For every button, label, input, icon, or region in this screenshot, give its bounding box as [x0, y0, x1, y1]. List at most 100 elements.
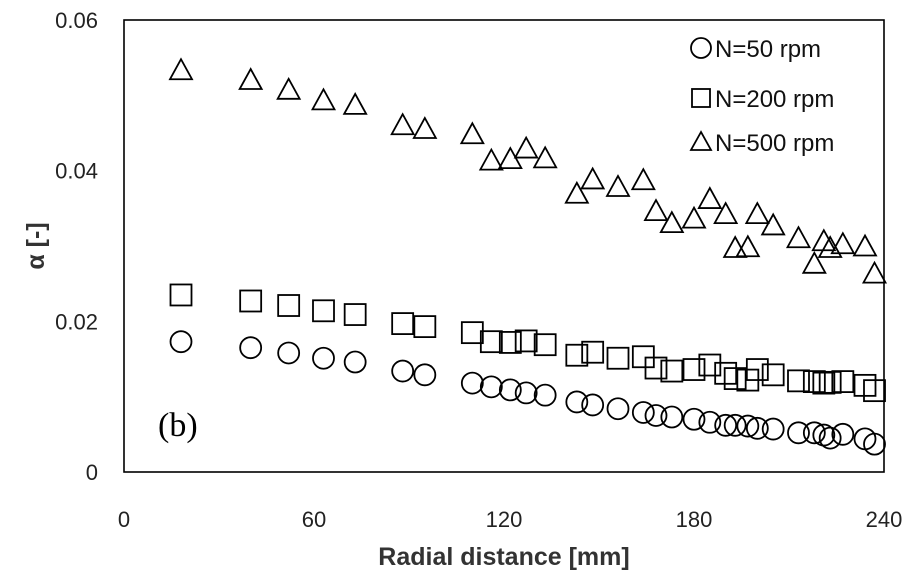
- point-n-200-rpm-29: [831, 370, 855, 394]
- data-points: [168, 57, 888, 456]
- point-n-200-rpm-28: [818, 370, 842, 394]
- point-n-200-rpm-14: [606, 346, 630, 370]
- point-n-200-rpm-0: [169, 283, 193, 307]
- legend-marker-n50: [690, 37, 712, 59]
- point-n-50-rpm-21: [723, 413, 747, 437]
- point-n-500-rpm-15: [630, 167, 656, 191]
- point-n-50-rpm-0: [169, 330, 193, 354]
- point-n-500-rpm-7: [459, 121, 485, 145]
- point-n-200-rpm-27: [812, 371, 836, 395]
- x-tick-label: 240: [866, 507, 903, 532]
- point-n-50-rpm-5: [391, 359, 415, 383]
- point-n-200-rpm-8: [479, 330, 503, 354]
- point-n-50-rpm-25: [787, 421, 810, 445]
- point-n-500-rpm-3: [310, 87, 337, 111]
- point-n-500-rpm-14: [605, 174, 631, 197]
- plot-area-frame: [123, 19, 885, 473]
- point-n-500-rpm-5: [390, 112, 416, 136]
- point-n-200-rpm-25: [787, 369, 810, 393]
- point-n-500-rpm-21: [722, 235, 748, 258]
- point-n-50-rpm-26: [802, 421, 826, 445]
- point-n-200-rpm-19: [698, 353, 722, 377]
- point-n-50-rpm-6: [413, 363, 437, 387]
- point-n-50-rpm-13: [581, 393, 605, 417]
- point-n-200-rpm-26: [802, 370, 826, 394]
- point-n-50-rpm-24: [761, 417, 785, 441]
- y-tick-label: 0.04: [55, 159, 98, 184]
- point-n-200-rpm-12: [565, 343, 589, 367]
- point-n-200-rpm-1: [239, 289, 263, 313]
- point-n-50-rpm-29: [831, 422, 855, 446]
- point-n-500-rpm-25: [785, 225, 812, 249]
- point-n-50-rpm-10: [514, 381, 538, 405]
- point-n-200-rpm-4: [343, 303, 367, 326]
- point-n-200-rpm-31: [863, 379, 886, 403]
- point-n-50-rpm-2: [277, 341, 301, 365]
- point-n-200-rpm-6: [413, 315, 437, 339]
- legend: N=50 rpm N=200 rpm N=500 rpm: [689, 36, 834, 157]
- point-n-500-rpm-8: [478, 147, 504, 171]
- legend-marker-n500: [689, 130, 713, 151]
- point-n-200-rpm-30: [853, 373, 877, 397]
- y-tick-label: 0.06: [55, 8, 98, 33]
- point-n-500-rpm-17: [659, 210, 685, 234]
- point-n-500-rpm-6: [412, 116, 438, 139]
- point-n-200-rpm-5: [391, 312, 415, 335]
- point-n-50-rpm-11: [533, 383, 557, 407]
- point-n-50-rpm-28: [818, 426, 842, 450]
- legend-marker-n200: [691, 88, 711, 108]
- point-n-500-rpm-22: [735, 234, 761, 258]
- y-tick-labels: 0 0.02 0.04 0.06: [55, 8, 98, 485]
- point-n-200-rpm-17: [660, 359, 684, 383]
- point-n-50-rpm-16: [644, 404, 668, 427]
- point-n-50-rpm-17: [660, 405, 684, 429]
- point-n-500-rpm-0: [168, 57, 194, 81]
- point-n-50-rpm-9: [498, 378, 522, 402]
- y-tick-label: 0.02: [55, 309, 98, 334]
- x-tick-label: 0: [118, 507, 130, 532]
- panel-label: (b): [158, 407, 198, 444]
- x-axis-title: Radial distance [mm]: [378, 543, 629, 571]
- point-n-200-rpm-9: [498, 331, 522, 354]
- point-n-500-rpm-10: [513, 135, 539, 159]
- point-n-200-rpm-11: [533, 333, 557, 357]
- point-n-200-rpm-2: [277, 294, 301, 317]
- point-n-200-rpm-24: [761, 363, 785, 387]
- point-n-50-rpm-31: [863, 432, 886, 456]
- x-tick-label: 180: [676, 507, 713, 532]
- x-tick-label: 120: [486, 507, 523, 532]
- point-n-500-rpm-18: [681, 205, 707, 229]
- point-n-500-rpm-11: [532, 145, 558, 169]
- point-n-50-rpm-14: [606, 397, 630, 421]
- point-n-200-rpm-18: [682, 358, 706, 381]
- point-n-500-rpm-12: [564, 180, 590, 204]
- point-n-500-rpm-29: [830, 231, 856, 255]
- point-n-200-rpm-3: [312, 299, 335, 323]
- legend-label-n500: N=500 rpm: [715, 130, 834, 157]
- point-n-200-rpm-23: [745, 358, 769, 381]
- point-n-500-rpm-31: [861, 260, 888, 284]
- point-n-50-rpm-4: [343, 350, 367, 374]
- point-n-500-rpm-1: [238, 67, 264, 90]
- point-n-500-rpm-16: [643, 198, 669, 222]
- point-n-200-rpm-20: [714, 361, 738, 385]
- point-n-500-rpm-30: [852, 233, 878, 257]
- point-n-500-rpm-4: [342, 92, 368, 115]
- point-n-500-rpm-20: [713, 201, 739, 225]
- point-n-200-rpm-21: [723, 367, 747, 390]
- point-n-50-rpm-8: [479, 375, 503, 399]
- point-n-50-rpm-22: [736, 414, 760, 438]
- point-n-200-rpm-7: [460, 321, 484, 345]
- legend-label-n50: N=50 rpm: [715, 36, 821, 63]
- point-n-200-rpm-16: [644, 356, 668, 380]
- point-n-200-rpm-13: [581, 340, 605, 364]
- point-n-50-rpm-23: [745, 416, 769, 440]
- x-tick-label: 60: [302, 507, 326, 532]
- point-n-500-rpm-23: [744, 201, 770, 225]
- point-n-50-rpm-15: [631, 401, 655, 424]
- point-n-200-rpm-10: [514, 329, 538, 353]
- y-tick-label: 0: [86, 460, 98, 485]
- point-n-500-rpm-13: [580, 166, 606, 190]
- legend-label-n200: N=200 rpm: [715, 86, 834, 113]
